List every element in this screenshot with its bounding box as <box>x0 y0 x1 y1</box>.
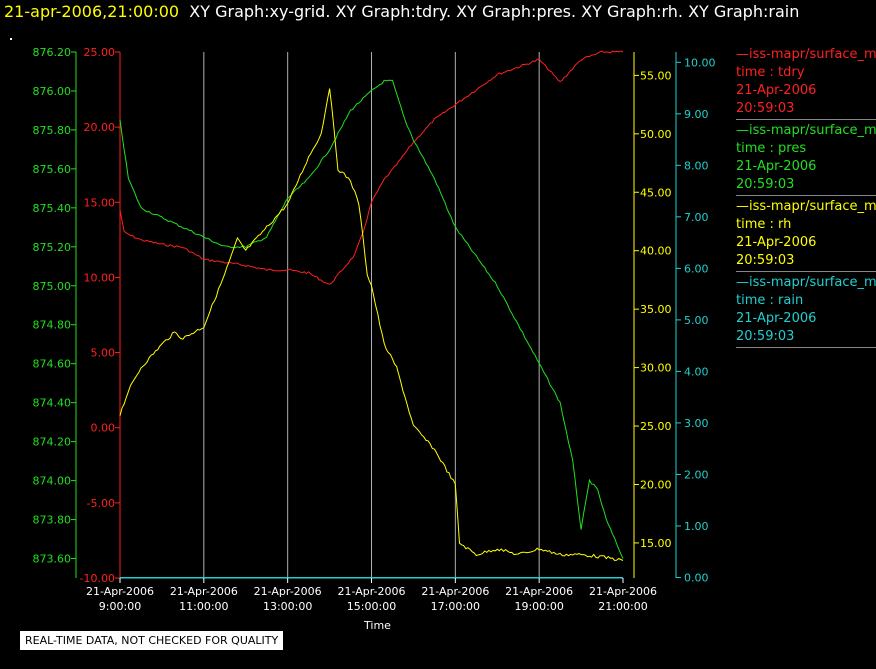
legend-field: time : rh <box>736 217 792 232</box>
x-tick-time: 19:00:00 <box>514 600 563 613</box>
pres-tick-label: 875.20 <box>33 241 72 254</box>
rain-tick-label: 0.00 <box>684 571 709 584</box>
legend-name: —iss-mapr/surface_m <box>736 199 876 214</box>
rain-tick-label: 4.00 <box>684 365 709 378</box>
tdry-series-line <box>119 50 624 285</box>
pres-tick-label: 874.60 <box>33 358 72 371</box>
pres-tick-label: 876.20 <box>33 46 72 59</box>
x-tick-date: 21-Apr-2006 <box>505 585 573 598</box>
rh-tick-label: 20.00 <box>640 478 672 491</box>
rain-tick-label: 2.00 <box>684 468 709 481</box>
marker-dot <box>10 38 12 40</box>
legend-time: 20:59:03 <box>736 253 795 268</box>
rain-tick-label: 9.00 <box>684 108 709 121</box>
rain-tick-label: 8.00 <box>684 159 709 172</box>
x-tick-date: 21-Apr-2006 <box>254 585 322 598</box>
x-tick-date: 21-Apr-2006 <box>421 585 489 598</box>
pres-tick-label: 876.00 <box>33 85 72 98</box>
legend-field: time : tdry <box>736 65 805 80</box>
rh-tick-label: 30.00 <box>640 362 672 375</box>
tdry-tick-label: 10.00 <box>84 271 116 284</box>
rh-tick-label: 55.00 <box>640 69 672 82</box>
legend-date: 21-Apr-2006 <box>736 83 817 98</box>
legend-name: —iss-mapr/surface_m <box>736 275 876 290</box>
legend: —iss-mapr/surface_m time : tdry 21-Apr-200… <box>736 46 876 350</box>
rh-tick-label: 50.00 <box>640 128 672 141</box>
pres-tick-label: 873.80 <box>33 514 72 527</box>
rh-tick-label: 15.00 <box>640 537 672 550</box>
rain-tick-label: 6.00 <box>684 262 709 275</box>
x-tick-date: 21-Apr-2006 <box>170 585 238 598</box>
rain-tick-label: 7.00 <box>684 211 709 224</box>
pres-series-line <box>119 79 624 559</box>
pres-tick-label: 875.60 <box>33 163 72 176</box>
legend-date: 21-Apr-2006 <box>736 311 817 326</box>
legend-field: time : pres <box>736 141 807 156</box>
x-axis-label: Time <box>363 619 391 632</box>
tdry-tick-label: -5.00 <box>87 497 115 510</box>
chart-header: 21-apr-2006,21:00:00 XY Graph:xy-grid. X… <box>4 2 799 21</box>
pres-tick-label: 875.40 <box>33 202 72 215</box>
x-tick-time: 21:00:00 <box>598 600 647 613</box>
rain-tick-label: 10.00 <box>684 56 716 69</box>
legend-name: —iss-mapr/surface_m <box>736 47 876 62</box>
legend-field: time : rain <box>736 293 804 308</box>
x-tick-time: 17:00:00 <box>431 600 480 613</box>
legend-date: 21-Apr-2006 <box>736 159 817 174</box>
rain-tick-label: 1.00 <box>684 520 709 533</box>
x-tick-date: 21-Apr-2006 <box>589 585 657 598</box>
rh-tick-label: 35.00 <box>640 303 672 316</box>
x-tick-date: 21-Apr-2006 <box>86 585 154 598</box>
quality-note: REAL-TIME DATA, NOT CHECKED FOR QUALITY <box>20 631 284 650</box>
rh-tick-label: 45.00 <box>640 186 672 199</box>
tdry-tick-label: 15.00 <box>84 196 116 209</box>
tdry-tick-label: -10.00 <box>80 572 115 585</box>
x-tick-time: 11:00:00 <box>179 600 228 613</box>
pres-tick-label: 874.80 <box>33 319 72 332</box>
header-datetime: 21-apr-2006,21:00:00 <box>4 2 180 21</box>
x-tick-time: 15:00:00 <box>347 600 396 613</box>
pres-tick-label: 874.40 <box>33 397 72 410</box>
pres-tick-label: 875.00 <box>33 280 72 293</box>
legend-time: 20:59:03 <box>736 101 795 116</box>
pres-tick-label: 874.20 <box>33 436 72 449</box>
rain-tick-label: 5.00 <box>684 314 709 327</box>
legend-time: 20:59:03 <box>736 329 795 344</box>
legend-name: —iss-mapr/surface_m <box>736 123 876 138</box>
rh-tick-label: 40.00 <box>640 245 672 258</box>
tdry-tick-label: 20.00 <box>84 121 116 134</box>
x-tick-time: 9:00:00 <box>99 600 141 613</box>
tdry-tick-label: 0.00 <box>91 422 116 435</box>
pres-tick-label: 873.60 <box>33 553 72 566</box>
legend-date: 21-Apr-2006 <box>736 235 817 250</box>
pres-tick-label: 875.80 <box>33 124 72 137</box>
header-graph-list: XY Graph:xy-grid. XY Graph:tdry. XY Grap… <box>189 2 800 21</box>
legend-time: 20:59:03 <box>736 177 795 192</box>
rh-series-line <box>119 88 624 562</box>
x-tick-date: 21-Apr-2006 <box>337 585 405 598</box>
rain-tick-label: 3.00 <box>684 417 709 430</box>
tdry-tick-label: 25.00 <box>84 46 116 59</box>
tdry-tick-label: 5.00 <box>91 347 116 360</box>
x-tick-time: 13:00:00 <box>263 600 312 613</box>
rh-tick-label: 25.00 <box>640 420 672 433</box>
pres-tick-label: 874.00 <box>33 475 72 488</box>
